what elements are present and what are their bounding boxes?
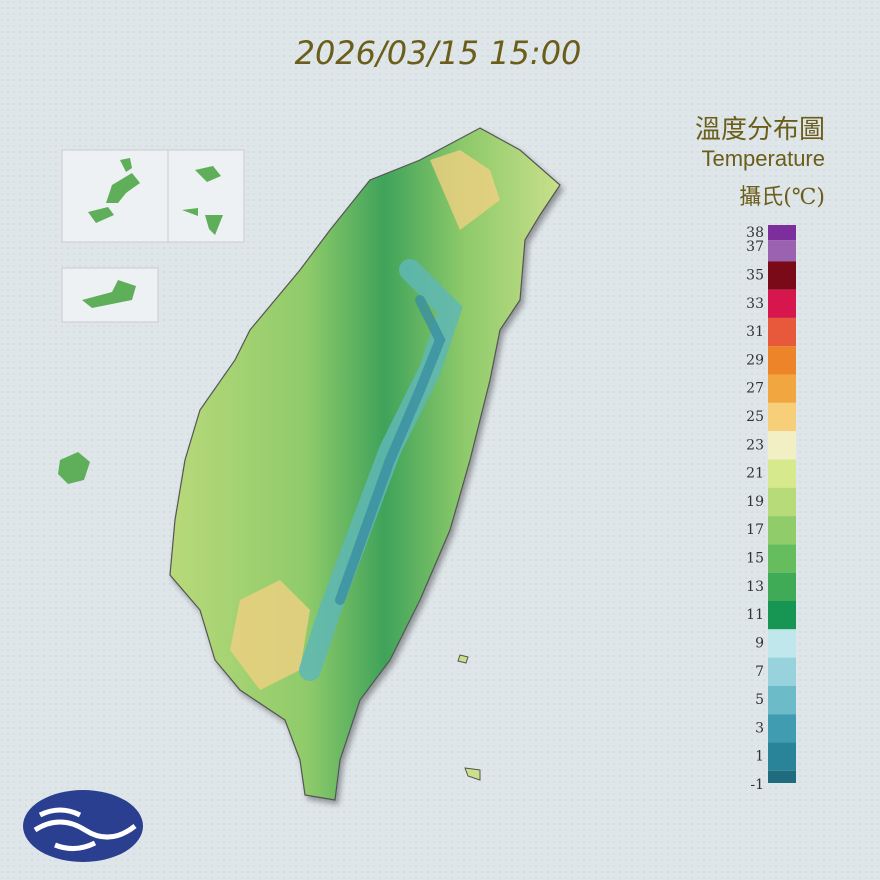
legend-swatch [768, 431, 796, 460]
legend-label: 23 [746, 437, 764, 453]
legend-swatch [768, 544, 796, 573]
legend-swatch [768, 346, 796, 375]
legend-label: 29 [746, 352, 764, 368]
legend-swatch [768, 374, 796, 403]
legend-swatch [768, 317, 796, 347]
legend-label: 27 [746, 381, 764, 397]
taiwan-map [169, 127, 561, 801]
legend-swatch [768, 487, 796, 517]
legend-swatch [768, 657, 796, 686]
legend-label: 5 [755, 692, 764, 708]
legend-label: 3 [755, 720, 764, 736]
legend-label: 15 [746, 551, 764, 567]
penghu [58, 452, 90, 484]
legend-swatch [768, 714, 796, 743]
inset-islands [61, 149, 245, 323]
legend-swatch [768, 742, 796, 771]
legend-label: 17 [746, 522, 764, 538]
legend-label: 1 [755, 749, 764, 765]
legend-swatch [768, 629, 796, 658]
legend-swatch [768, 289, 796, 318]
legend-unit: 攝氏(℃) [739, 185, 825, 210]
legend-label: 33 [746, 296, 764, 312]
legend-swatch [768, 572, 796, 601]
legend-label: 9 [755, 635, 764, 651]
legend-label: 21 [746, 466, 764, 482]
legend-title: 溫度分布圖 [695, 115, 825, 145]
legend-label: -1 [750, 777, 764, 793]
legend-label: 7 [755, 664, 764, 680]
legend-swatch [768, 770, 796, 783]
legend-swatch [768, 225, 796, 241]
legend-swatch [768, 685, 796, 715]
legend-subtitle: Temperature [701, 146, 825, 171]
legend-swatch [768, 601, 796, 630]
legend-label: 38 [746, 225, 764, 241]
cwa-logo [23, 790, 143, 862]
legend-swatch [768, 402, 796, 432]
legend-label: 31 [746, 324, 764, 340]
legend-swatch [768, 459, 796, 488]
legend-label: 11 [746, 607, 764, 623]
timestamp: 2026/03/15 15:00 [295, 34, 582, 72]
legend-label: 25 [746, 409, 764, 425]
legend-swatch [768, 240, 796, 262]
legend-label: 37 [746, 239, 764, 255]
legend-swatch [768, 261, 796, 290]
legend-label: 35 [746, 267, 764, 283]
legend-label: 13 [746, 579, 764, 595]
legend-swatch [768, 516, 796, 545]
legend-label: 19 [746, 494, 764, 510]
